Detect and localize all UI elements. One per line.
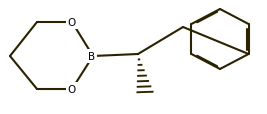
Text: B: B xyxy=(88,52,96,61)
Text: O: O xyxy=(68,18,76,28)
Text: O: O xyxy=(68,84,76,94)
